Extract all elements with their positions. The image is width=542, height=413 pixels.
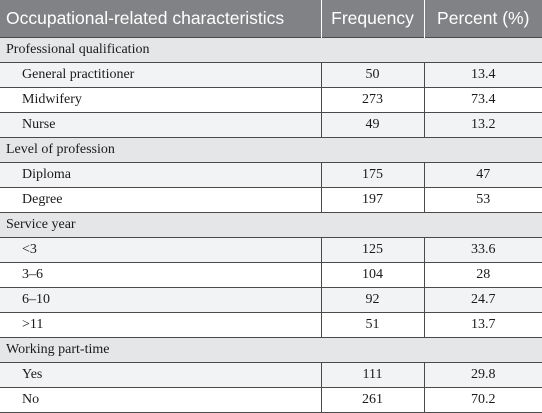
row-frequency: 197 xyxy=(320,187,424,213)
row-percent: 13.7 xyxy=(423,312,542,338)
row-frequency: 125 xyxy=(320,237,424,263)
row-percent: 47 xyxy=(423,162,542,188)
row-frequency: 175 xyxy=(320,162,424,188)
table-row: Nurse 49 13.2 xyxy=(0,112,542,138)
row-percent: 70.2 xyxy=(423,387,542,413)
group-row-professional-qualification: Professional qualification xyxy=(0,37,542,63)
row-label: Degree xyxy=(0,187,321,213)
row-frequency: 111 xyxy=(320,362,424,388)
row-label: Yes xyxy=(0,362,321,388)
group-label: Working part-time xyxy=(0,337,542,363)
table-row: No 261 70.2 xyxy=(0,387,542,413)
row-percent: 33.6 xyxy=(423,237,542,263)
row-label: Nurse xyxy=(0,112,321,138)
header-frequency: Frequency xyxy=(321,0,425,38)
row-frequency: 92 xyxy=(320,287,424,313)
table-row: General practitioner 50 13.4 xyxy=(0,62,542,88)
table-row: Midwifery 273 73.4 xyxy=(0,87,542,113)
row-frequency: 50 xyxy=(320,62,424,88)
row-percent: 13.2 xyxy=(423,112,542,138)
row-percent: 73.4 xyxy=(423,87,542,113)
table-row: Degree 197 53 xyxy=(0,187,542,213)
row-label: General practitioner xyxy=(0,62,321,88)
table-row: <3 125 33.6 xyxy=(0,237,542,263)
table-row: Diploma 175 47 xyxy=(0,162,542,188)
row-frequency: 51 xyxy=(320,312,424,338)
row-percent: 13.4 xyxy=(423,62,542,88)
row-percent: 53 xyxy=(423,187,542,213)
row-frequency: 261 xyxy=(320,387,424,413)
table-row: >11 51 13.7 xyxy=(0,312,542,338)
row-label: >11 xyxy=(0,312,321,338)
row-frequency: 273 xyxy=(320,87,424,113)
table-row: 6–10 92 24.7 xyxy=(0,287,542,313)
row-label: Diploma xyxy=(0,162,321,188)
row-frequency: 104 xyxy=(320,262,424,288)
header-characteristics: Occupational-related characteristics xyxy=(0,0,322,38)
group-row-working-part-time: Working part-time xyxy=(0,337,542,363)
row-label: No xyxy=(0,387,321,413)
group-label: Professional qualification xyxy=(0,37,542,63)
header-row: Occupational-related characteristics Fre… xyxy=(0,0,542,38)
row-label: Midwifery xyxy=(0,87,321,113)
group-row-service-year: Service year xyxy=(0,212,542,238)
row-frequency: 49 xyxy=(320,112,424,138)
table-row: 3–6 104 28 xyxy=(0,262,542,288)
table-row: Yes 111 29.8 xyxy=(0,362,542,388)
row-label: 6–10 xyxy=(0,287,321,313)
row-label: 3–6 xyxy=(0,262,321,288)
row-percent: 29.8 xyxy=(423,362,542,388)
row-percent: 28 xyxy=(423,262,542,288)
header-percent: Percent (%) xyxy=(424,0,542,38)
group-label: Level of profession xyxy=(0,137,542,163)
row-label: <3 xyxy=(0,237,321,263)
row-percent: 24.7 xyxy=(423,287,542,313)
group-row-level-of-profession: Level of profession xyxy=(0,137,542,163)
group-label: Service year xyxy=(0,212,542,238)
